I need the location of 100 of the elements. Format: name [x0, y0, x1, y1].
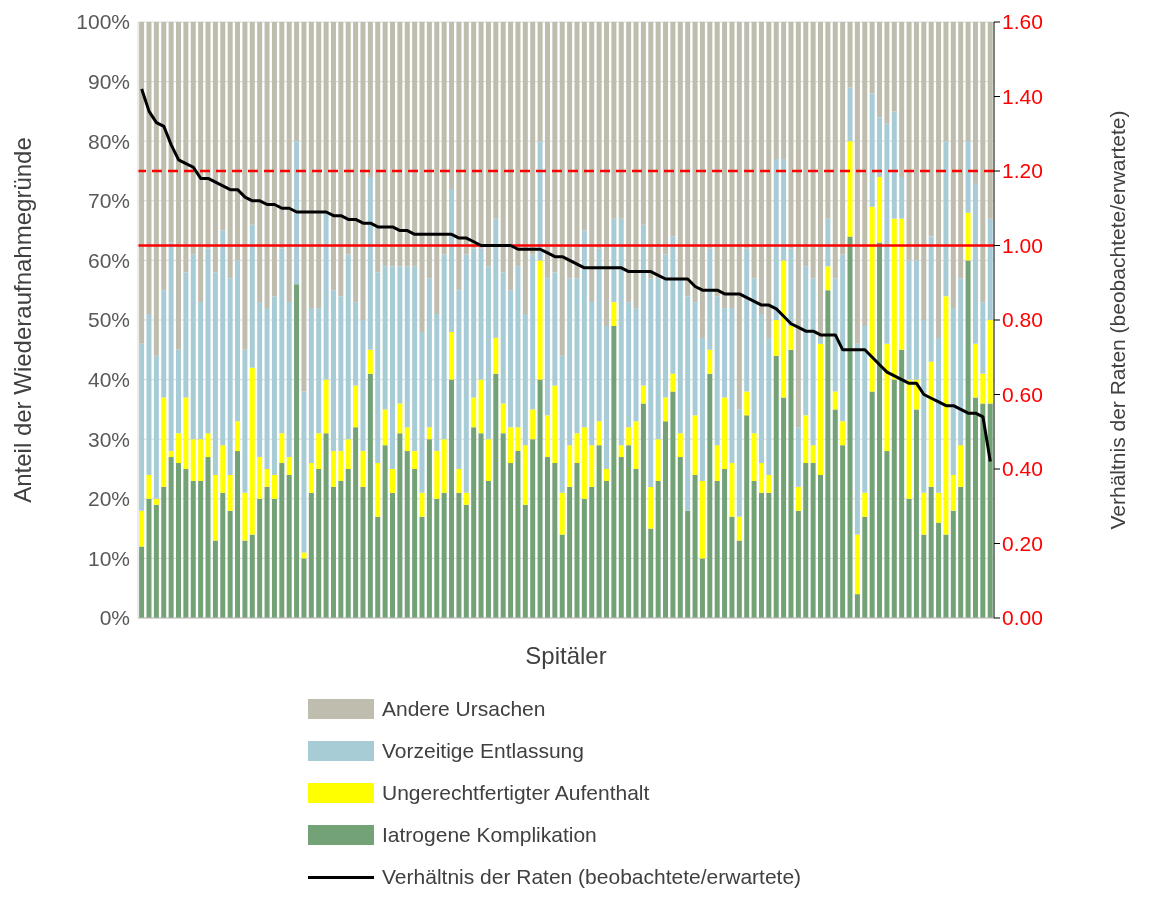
- bar: [928, 22, 934, 237]
- bar: [544, 278, 550, 416]
- bar: [493, 22, 499, 219]
- bar: [832, 409, 838, 618]
- bar: [257, 498, 263, 618]
- bar: [936, 522, 942, 618]
- bar: [153, 22, 159, 356]
- bar: [773, 320, 779, 356]
- bar: [596, 248, 602, 422]
- bar: [338, 480, 344, 618]
- bar: [877, 117, 883, 177]
- bar: [781, 159, 787, 261]
- bar: [419, 516, 425, 618]
- bar: [899, 349, 905, 618]
- bar: [567, 22, 573, 279]
- bar: [899, 176, 905, 219]
- bar: [235, 421, 241, 452]
- bar: [235, 22, 241, 261]
- bar: [729, 22, 735, 309]
- bar: [537, 22, 543, 142]
- bar: [869, 93, 875, 207]
- bar: [146, 314, 152, 475]
- bar: [640, 403, 646, 618]
- bar: [581, 498, 587, 618]
- bar: [943, 22, 949, 142]
- bar: [249, 367, 255, 535]
- bar: [198, 480, 204, 618]
- bar: [818, 337, 823, 344]
- y-tick-label: 20%: [87, 487, 130, 511]
- bar: [360, 22, 366, 320]
- bar: [921, 534, 927, 618]
- bar: [323, 212, 329, 380]
- bar: [744, 248, 750, 392]
- bar: [301, 552, 307, 559]
- bar: [803, 463, 809, 618]
- bar: [891, 379, 897, 618]
- bar: [515, 266, 521, 428]
- bar: [375, 272, 381, 464]
- bar: [441, 22, 447, 255]
- bar: [825, 290, 831, 618]
- bar: [788, 349, 794, 618]
- y2-tick-label: 0.80: [1002, 308, 1043, 332]
- bar: [375, 22, 381, 273]
- bar: [795, 22, 801, 428]
- bar: [168, 242, 174, 452]
- bar: [537, 141, 543, 261]
- bar: [471, 22, 477, 249]
- bar: [596, 421, 602, 446]
- bar: [633, 308, 639, 422]
- bar: [670, 391, 676, 618]
- bar: [515, 22, 521, 267]
- bar: [751, 480, 757, 618]
- bar: [271, 498, 277, 618]
- bar: [153, 498, 159, 505]
- y-tick-label: 90%: [87, 70, 130, 94]
- bar: [818, 474, 823, 618]
- bar: [906, 379, 912, 499]
- bar: [559, 492, 565, 535]
- bar: [655, 22, 661, 279]
- bar: [699, 480, 705, 559]
- bar: [235, 260, 241, 422]
- bar: [714, 296, 720, 446]
- bar: [176, 349, 181, 434]
- bar: [367, 176, 373, 350]
- bar: [773, 355, 779, 618]
- bar: [316, 469, 322, 618]
- bar: [412, 469, 418, 618]
- bar: [308, 308, 314, 464]
- bar: [168, 22, 174, 243]
- bar: [397, 433, 403, 618]
- bar: [574, 22, 580, 279]
- bar: [699, 22, 705, 338]
- bar: [205, 248, 211, 434]
- bar: [884, 22, 890, 124]
- bar: [183, 397, 189, 469]
- bar: [308, 22, 314, 309]
- bar: [205, 457, 211, 618]
- bar: [375, 516, 381, 618]
- bar: [596, 22, 602, 249]
- bar: [626, 302, 632, 428]
- bar: [375, 463, 381, 517]
- bar: [552, 272, 558, 386]
- bar: [795, 427, 801, 487]
- bar: [795, 486, 801, 511]
- y-tick-label: 10%: [87, 546, 130, 570]
- bar: [891, 111, 897, 219]
- bar: [611, 302, 617, 326]
- bar: [581, 22, 587, 231]
- bar: [345, 22, 351, 255]
- bar: [810, 463, 816, 618]
- bar: [758, 22, 764, 315]
- bar: [323, 433, 329, 618]
- bar: [220, 445, 226, 493]
- bar: [699, 558, 705, 618]
- bar: [936, 22, 942, 338]
- bar: [515, 427, 521, 452]
- bar: [928, 486, 934, 618]
- bar: [139, 510, 145, 547]
- bar: [316, 22, 322, 309]
- bar: [227, 474, 233, 511]
